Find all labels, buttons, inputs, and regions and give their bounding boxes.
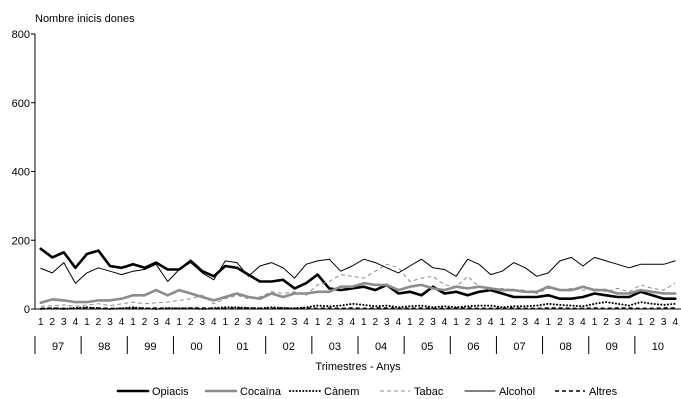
x-tick-label: 4 [534, 317, 540, 328]
x-tick-label: 3 [476, 317, 482, 328]
legend-label: Altres [589, 386, 618, 398]
x-tick-label: 4 [488, 317, 494, 328]
x-tick-label: 1 [453, 317, 459, 328]
x-tick-label: 3 [569, 317, 575, 328]
x-tick-label: 1 [546, 317, 552, 328]
year-label: 04 [375, 341, 387, 353]
x-tick-label: 2 [373, 317, 379, 328]
y-tick-label: 400 [12, 167, 30, 179]
x-tick-label: 4 [257, 317, 263, 328]
x-tick-label: 4 [396, 317, 402, 328]
x-tick-label: 4 [442, 317, 448, 328]
legend-label: Tabac [414, 386, 444, 398]
x-tick-label: 3 [199, 317, 205, 328]
x-tick-label: 2 [557, 317, 563, 328]
year-label: 99 [144, 341, 156, 353]
x-tick-label: 3 [338, 317, 344, 328]
legend-label: Opiacis [152, 386, 189, 398]
x-tick-label: 1 [592, 317, 598, 328]
year-label: 03 [329, 341, 341, 353]
y-tick-label: 0 [24, 304, 30, 316]
x-tick-label: 2 [234, 317, 240, 328]
legend: Opiacis Cocaïna Cànem Tabac Alcohol Altres [116, 386, 618, 398]
x-tick-label: 1 [84, 317, 90, 328]
x-tick-label: 2 [280, 317, 286, 328]
x-tick-label: 1 [176, 317, 182, 328]
year-label: 07 [513, 341, 525, 353]
year-label: 00 [190, 341, 202, 353]
series-line-tabac [40, 263, 676, 307]
year-label: 09 [606, 341, 618, 353]
year-label: 01 [237, 341, 249, 353]
x-tick-label: 4 [165, 317, 171, 328]
x-tick-label: 3 [292, 317, 298, 328]
year-label: 02 [283, 341, 295, 353]
series-line-coca-na [39, 281, 677, 305]
x-tick-label: 2 [50, 317, 56, 328]
x-tick-label: 3 [153, 317, 159, 328]
y-axis-label: Nombre inicis dones [35, 13, 135, 25]
year-label: 06 [467, 341, 479, 353]
x-tick-label: 3 [107, 317, 113, 328]
x-tick-label: 1 [315, 317, 321, 328]
x-tick-label: 3 [246, 317, 252, 328]
year-label: 10 [652, 341, 664, 353]
x-tick-label: 2 [326, 317, 332, 328]
series-layer [39, 247, 677, 310]
year-label: 97 [52, 341, 64, 353]
x-tick-label: 2 [465, 317, 471, 328]
x-tick-label: 1 [38, 317, 44, 328]
x-tick-label: 2 [419, 317, 425, 328]
y-tick-label: 200 [12, 235, 30, 247]
x-tick-label: 4 [303, 317, 309, 328]
year-label: 98 [98, 341, 110, 353]
x-tick-label: 4 [349, 317, 355, 328]
legend-label: Cocaïna [240, 386, 282, 398]
x-tick-label: 4 [626, 317, 632, 328]
series-line-opiacis [39, 247, 677, 301]
x-tick-label: 2 [142, 317, 148, 328]
x-tick-label: 1 [638, 317, 644, 328]
x-tick-label: 1 [130, 317, 136, 328]
x-tick-label: 2 [96, 317, 102, 328]
legend-label: Alcohol [499, 386, 535, 398]
year-label: 08 [560, 341, 572, 353]
x-tick-label: 3 [384, 317, 390, 328]
x-tick-label: 3 [661, 317, 667, 328]
x-tick-label: 1 [407, 317, 413, 328]
x-tick-label: 2 [603, 317, 609, 328]
x-tick-label: 2 [649, 317, 655, 328]
x-tick-label: 1 [269, 317, 275, 328]
year-label: 05 [421, 341, 433, 353]
series-line-alcohol [40, 256, 676, 284]
y-tick-label: 600 [12, 98, 30, 110]
x-tick-label: 2 [511, 317, 517, 328]
x-tick-label: 1 [361, 317, 367, 328]
x-tick-label: 4 [73, 317, 79, 328]
y-axis: 0 200 400 600 800 [12, 29, 36, 316]
x-tick-label: 2 [188, 317, 194, 328]
x-tick-label: 1 [499, 317, 505, 328]
x-tick-label: 4 [211, 317, 217, 328]
x-tick-label: 3 [61, 317, 67, 328]
legend-label: Cànem [324, 386, 359, 398]
y-tick-label: 800 [12, 29, 30, 41]
x-tick-label: 3 [615, 317, 621, 328]
x-tick-label: 3 [522, 317, 528, 328]
x-tick-label: 1 [223, 317, 229, 328]
x-tick-label: 4 [672, 317, 678, 328]
x-tick-label: 4 [580, 317, 586, 328]
x-tick-label: 4 [119, 317, 125, 328]
x-axis-label: Trimestres - Anys [315, 361, 401, 373]
x-tick-label: 3 [430, 317, 436, 328]
